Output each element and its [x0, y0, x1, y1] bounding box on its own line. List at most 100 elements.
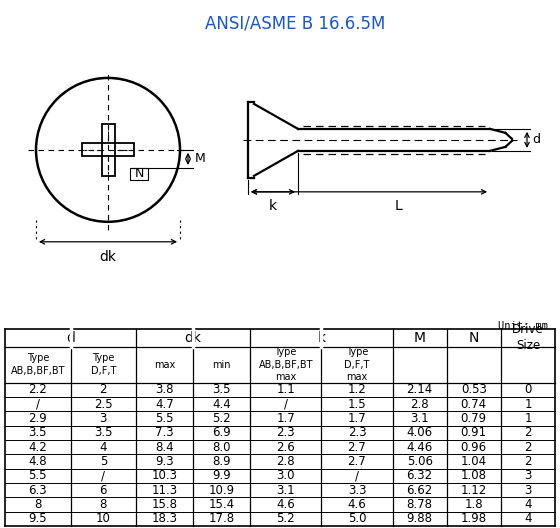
Text: 5.0: 5.0 — [348, 512, 366, 525]
Text: 3.5: 3.5 — [212, 383, 231, 396]
Text: 2: 2 — [524, 426, 531, 439]
Text: /: / — [284, 398, 288, 411]
Text: 2.6: 2.6 — [276, 440, 295, 454]
Text: 1.08: 1.08 — [461, 469, 487, 482]
Text: 9.3: 9.3 — [155, 455, 174, 468]
Text: dk: dk — [185, 331, 202, 345]
Text: 8: 8 — [34, 498, 41, 511]
Text: 4.6: 4.6 — [348, 498, 366, 511]
Text: 8.4: 8.4 — [155, 440, 174, 454]
Text: dk: dk — [100, 250, 116, 264]
Text: 6.32: 6.32 — [407, 469, 433, 482]
Text: 5.5: 5.5 — [29, 469, 47, 482]
Text: 8.9: 8.9 — [212, 455, 231, 468]
Text: /: / — [36, 398, 40, 411]
Bar — [130, 168, 148, 180]
Text: 3.8: 3.8 — [155, 383, 174, 396]
Text: k: k — [318, 331, 325, 345]
Text: 15.4: 15.4 — [208, 498, 235, 511]
Text: Type
AB,B,BF,BT
max: Type AB,B,BF,BT max — [259, 347, 313, 382]
Text: 2: 2 — [524, 455, 531, 468]
Text: 10: 10 — [96, 512, 111, 525]
Text: 1: 1 — [524, 412, 531, 425]
Text: 4.2: 4.2 — [29, 440, 47, 454]
Text: 0.91: 0.91 — [461, 426, 487, 439]
Text: 1: 1 — [524, 398, 531, 411]
Text: k: k — [269, 199, 277, 213]
Text: 0.53: 0.53 — [461, 383, 487, 396]
Text: Type
D,F,T: Type D,F,T — [91, 353, 116, 376]
Text: 3: 3 — [524, 469, 531, 482]
Text: N: N — [134, 167, 144, 181]
Text: 2.3: 2.3 — [348, 426, 366, 439]
Text: 3: 3 — [524, 484, 531, 497]
Text: ANSI/ASME B 16.6.5M: ANSI/ASME B 16.6.5M — [205, 15, 385, 33]
Text: 3.3: 3.3 — [348, 484, 366, 497]
Text: M: M — [414, 331, 426, 345]
Text: Type
D,F,T
max: Type D,F,T max — [344, 347, 370, 382]
Text: 8.0: 8.0 — [212, 440, 231, 454]
Text: 2.8: 2.8 — [277, 455, 295, 468]
Text: 2.14: 2.14 — [407, 383, 433, 396]
Text: 5.5: 5.5 — [155, 412, 174, 425]
Text: 6: 6 — [100, 484, 107, 497]
Text: 11.3: 11.3 — [152, 484, 178, 497]
Text: 3.0: 3.0 — [277, 469, 295, 482]
Text: 1.7: 1.7 — [348, 412, 366, 425]
Bar — [82, 144, 134, 156]
Text: 2: 2 — [524, 440, 531, 454]
Text: 7.3: 7.3 — [155, 426, 174, 439]
Text: 4: 4 — [524, 512, 531, 525]
Text: /: / — [101, 469, 105, 482]
Text: 4: 4 — [100, 440, 107, 454]
Text: d: d — [66, 331, 75, 345]
Text: 3: 3 — [100, 412, 107, 425]
Text: 2.7: 2.7 — [348, 440, 366, 454]
Text: 18.3: 18.3 — [152, 512, 178, 525]
Bar — [101, 124, 114, 176]
Text: 1.8: 1.8 — [464, 498, 483, 511]
Text: 9.9: 9.9 — [212, 469, 231, 482]
Text: 6.3: 6.3 — [29, 484, 47, 497]
Text: 0.96: 0.96 — [461, 440, 487, 454]
Text: 9.88: 9.88 — [407, 512, 433, 525]
Text: 6.62: 6.62 — [407, 484, 433, 497]
Text: 4.6: 4.6 — [276, 498, 295, 511]
Text: 2.5: 2.5 — [94, 398, 113, 411]
Text: 10.3: 10.3 — [152, 469, 178, 482]
Text: 2.3: 2.3 — [277, 426, 295, 439]
Text: /: / — [355, 469, 359, 482]
Text: 4.8: 4.8 — [29, 455, 47, 468]
Text: N: N — [469, 331, 479, 345]
Text: 2.7: 2.7 — [348, 455, 366, 468]
Text: 4.46: 4.46 — [407, 440, 433, 454]
Text: 0.79: 0.79 — [461, 412, 487, 425]
Text: 10.9: 10.9 — [208, 484, 235, 497]
Text: Unit: mm: Unit: mm — [498, 321, 548, 331]
Text: 2.9: 2.9 — [29, 412, 47, 425]
Text: 3.1: 3.1 — [410, 412, 429, 425]
Text: 9.5: 9.5 — [29, 512, 47, 525]
Text: Type
AB,B,BF,BT: Type AB,B,BF,BT — [11, 353, 65, 376]
Text: 1.5: 1.5 — [348, 398, 366, 411]
Text: 5.2: 5.2 — [277, 512, 295, 525]
Text: 4.7: 4.7 — [155, 398, 174, 411]
Text: Drive
Size: Drive Size — [512, 323, 544, 352]
Text: 3.5: 3.5 — [29, 426, 47, 439]
Text: 3.1: 3.1 — [277, 484, 295, 497]
Text: L: L — [395, 199, 403, 213]
Text: 4: 4 — [524, 498, 531, 511]
Text: 1.12: 1.12 — [461, 484, 487, 497]
Text: 6.9: 6.9 — [212, 426, 231, 439]
Text: 4.06: 4.06 — [407, 426, 433, 439]
Text: 1.04: 1.04 — [461, 455, 487, 468]
Text: 8: 8 — [100, 498, 107, 511]
Text: d: d — [532, 134, 540, 146]
Text: 1.2: 1.2 — [348, 383, 366, 396]
Text: 2: 2 — [100, 383, 107, 396]
Text: 5.06: 5.06 — [407, 455, 433, 468]
Text: 4.4: 4.4 — [212, 398, 231, 411]
Text: 3.5: 3.5 — [94, 426, 113, 439]
Text: 1.98: 1.98 — [461, 512, 487, 525]
Text: 0: 0 — [524, 383, 531, 396]
